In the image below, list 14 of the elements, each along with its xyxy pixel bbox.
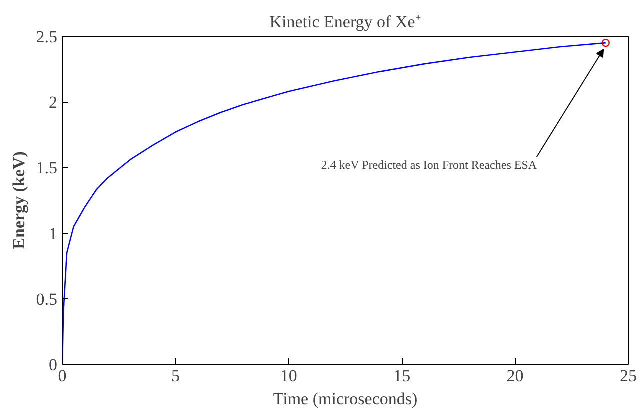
annotation: 2.4 keV Predicted as Ion Front Reaches ESA xyxy=(321,158,538,172)
x-tick-label: 25 xyxy=(620,366,637,386)
x-tick-label: 5 xyxy=(171,366,180,386)
x-tick-label: 15 xyxy=(394,366,411,386)
x-tick-label: 20 xyxy=(506,366,524,386)
y-axis-title: Energy (keV) xyxy=(9,152,28,250)
y-tick-label: 2.5 xyxy=(36,28,58,46)
x-tick-label: 10 xyxy=(280,366,298,386)
y-tick-label: 2 xyxy=(49,93,58,112)
y-tick-label: 1 xyxy=(49,224,58,244)
chart-title: Kinetic Energy of Xe⁺ xyxy=(270,12,422,32)
x-axis-title: Time (microseconds) xyxy=(273,390,418,408)
y-tick-label: 0.5 xyxy=(36,290,58,309)
y-tick-label: 1.5 xyxy=(36,158,58,178)
